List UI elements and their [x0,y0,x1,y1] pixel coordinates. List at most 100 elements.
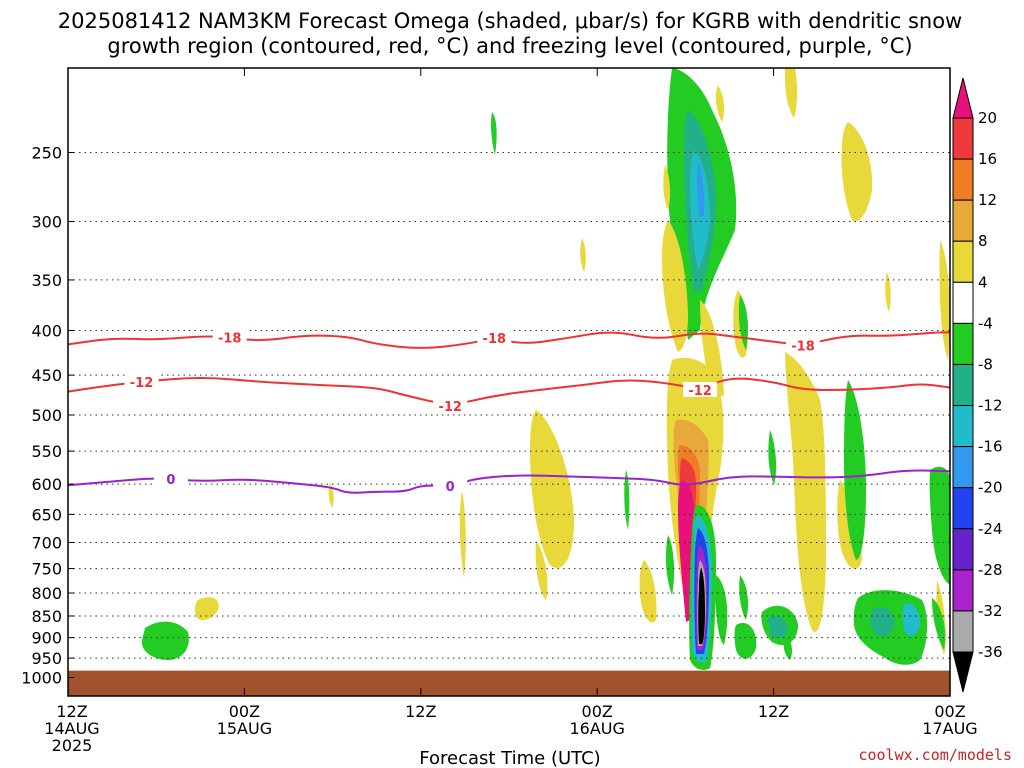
colorbar-swatch [952,322,974,365]
colorbar-tick-label: -28 [978,561,1003,579]
pressure-tick-label: 750 [31,560,62,579]
time-tick-label: 12Z [758,702,789,721]
contour-label-background [212,329,247,345]
omega-region [459,490,466,578]
omega-region [530,410,574,568]
credit-text: coolwx.com/models [858,746,1012,764]
pressure-tick-label: 550 [31,442,62,461]
omega-region [885,272,891,312]
omega-region [739,575,748,620]
contour-label: -18 [218,331,242,346]
omega-region [715,575,728,645]
colorbar-tick-label: -36 [978,643,1003,661]
omega-region [698,568,705,644]
omega-region [624,470,630,530]
colorbar: 20 16 12 8 4 -4 -8 -12 -16 -20 -24 -28 -32 -36 [952,77,1003,693]
colorbar-swatch [952,528,974,571]
omega-region [663,165,671,210]
contour-label: -18 [483,332,507,347]
contour-label-background [477,330,512,346]
omega-region [194,597,219,621]
omega-region [491,112,497,155]
omega-region [929,466,950,585]
pressure-tick-label: 600 [31,475,62,494]
colorbar-swatch [952,446,974,489]
pressure-tick-label: 400 [31,322,62,341]
colorbar-tick-label: 8 [978,232,988,250]
omega-region [870,607,894,637]
contour-label-background [786,337,820,353]
contour-line-minus12 [68,377,950,405]
colorbar-swatch [952,610,974,653]
colorbar-tick-label: 20 [978,109,997,127]
plot-frame [67,67,951,697]
colorbar-swatch [952,199,974,242]
colorbar-tick-label: 12 [978,191,997,209]
colorbar-swatch [952,487,974,530]
time-tick-label: 12Z [405,702,436,721]
colorbar-tick-label: -4 [978,314,993,332]
time-tick-label: 2025 [52,736,93,755]
omega-region [639,560,657,623]
pressure-tick-label: 900 [31,629,62,648]
pressure-tick-label: 950 [31,649,62,668]
time-tick-label: 16AUG [569,719,624,738]
contour-label: -12 [688,384,712,399]
omega-region [580,238,586,272]
omega-region [784,68,798,118]
colorbar-swatch [952,117,974,160]
chart-title-line1: 2025081412 NAM3KM Forecast Omega (shaded… [58,9,962,33]
colorbar-tick-label: -8 [978,355,993,373]
contour-label-background [683,381,718,397]
pressure-tick-label: 350 [31,271,62,290]
chart-title-line2: growth region (contoured, red, °C) and f… [107,34,912,58]
contour-label-background [153,470,188,486]
time-tick-label: 15AUG [217,719,272,738]
contour-label-background [433,477,468,493]
time-tick-label: 12Z [56,702,87,721]
omega-region [841,122,873,222]
colorbar-tick-label: -20 [978,479,1003,497]
time-tick-label: 00Z [229,702,260,721]
colorbar-swatch [952,281,974,324]
colorbar-tick-label: -12 [978,397,1003,415]
pressure-tick-label: 500 [31,406,62,425]
time-tick-label: 17AUG [922,719,977,738]
pressure-tick-label: 800 [31,584,62,603]
omega-region [785,352,826,632]
omega-region [844,380,866,560]
time-tick-label: 14AUG [44,719,99,738]
pressure-axis: 250 300 350 400 450 500 550 600 650 700 750 800 850 9… [21,144,74,688]
colorbar-tick-label: 16 [978,150,997,168]
colorbar-swatch [952,240,974,283]
pressure-tick-label: 1000 [21,669,62,688]
contour-label: 0 [166,473,175,488]
colorbar-swatch [952,158,974,201]
time-tick-label: 00Z [582,702,613,721]
colorbar-swatch [952,405,974,448]
pressure-tick-label: 450 [31,366,62,385]
omega-region [696,160,705,218]
colorbar-tick-label: -16 [978,438,1003,456]
omega-region [939,240,950,360]
omega-region [932,598,946,650]
omega-region [738,295,748,350]
gridlines [68,152,950,679]
colorbar-tick-label: -32 [978,602,1003,620]
contour-label-background [124,373,159,389]
omega-region [535,540,548,600]
omega-region [662,220,688,352]
contour-label: -18 [791,339,815,354]
pressure-tick-label: 700 [31,533,62,552]
omega-shading [141,68,950,670]
pressure-tick-label: 250 [31,144,62,163]
omega-region [665,535,675,595]
colorbar-tick-label: -24 [978,520,1003,538]
pressure-tick-label: 650 [31,505,62,524]
omega-region [141,621,189,660]
omega-region [783,635,793,660]
colorbar-swatch [952,363,974,407]
colorbar-swatch [952,651,974,693]
ground-below-surface [68,670,950,696]
contour-label: 0 [446,480,455,495]
